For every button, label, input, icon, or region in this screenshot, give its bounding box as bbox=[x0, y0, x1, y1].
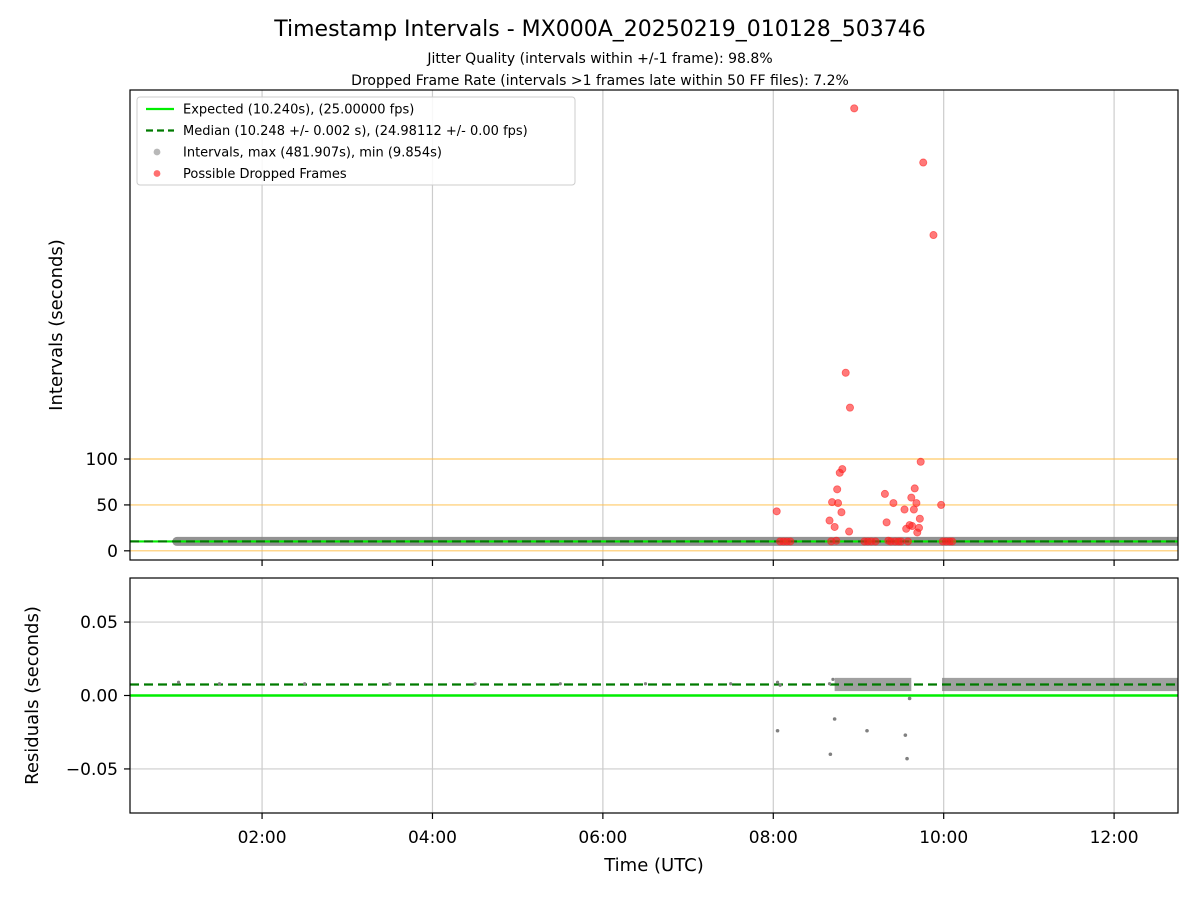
dropped-frame-point bbox=[937, 500, 946, 509]
residuals-y-tick-label: −0.05 bbox=[66, 760, 118, 780]
residual-outlier-point bbox=[905, 756, 909, 761]
dropped-frame-point bbox=[841, 368, 850, 377]
dropped-frame-point bbox=[837, 508, 846, 517]
residual-point bbox=[775, 680, 780, 684]
dropped-frame-point bbox=[948, 537, 957, 546]
dropped-frame-point bbox=[916, 457, 925, 466]
dropped-frame-point bbox=[900, 505, 909, 514]
x-tick-label: 04:00 bbox=[408, 828, 457, 848]
dropped-frame-point bbox=[838, 465, 847, 474]
dropped-frame-point bbox=[919, 158, 928, 167]
dropped-frame-point bbox=[929, 231, 938, 240]
residual-point bbox=[176, 680, 181, 684]
legend-entry-label: Possible Dropped Frames bbox=[183, 167, 347, 182]
residual-point bbox=[827, 682, 832, 686]
dropped-frame-point bbox=[845, 527, 854, 536]
residuals-panel: 02:00 04:00 06:00 08:00 10:00 12:00 −0.05 0.00 0… bbox=[22, 577, 1179, 848]
x-tick-label: 06:00 bbox=[578, 828, 627, 848]
intervals-panel: 0 50 100 Intervals (seconds) Expected (10.24… bbox=[46, 89, 1179, 566]
dropped-frame-point bbox=[845, 403, 854, 412]
legend-marker-swatch bbox=[153, 148, 161, 156]
x-tick-label: 12:00 bbox=[1090, 828, 1139, 848]
dropped-frame-point bbox=[897, 537, 906, 546]
dropped-frame-point bbox=[907, 493, 916, 502]
dropped-frame-point bbox=[912, 499, 921, 508]
residual-point bbox=[473, 682, 477, 686]
legend-entry-label: Median (10.248 +/- 0.002 s), (24.98112 +… bbox=[183, 124, 528, 139]
legend-entry-label: Expected (10.240s), (25.00000 fps) bbox=[183, 103, 414, 118]
intervals-plot-area bbox=[130, 90, 1178, 560]
dropped-frame-point bbox=[903, 537, 912, 546]
residual-point bbox=[729, 682, 733, 686]
residual-point bbox=[643, 682, 648, 686]
residual-point bbox=[831, 677, 835, 681]
dropped-frame-point bbox=[880, 489, 889, 498]
residual-point bbox=[778, 683, 782, 687]
x-tick-label: 02:00 bbox=[238, 828, 287, 848]
intervals-axes-frame bbox=[129, 89, 1179, 561]
dropped-frame-point bbox=[850, 104, 859, 113]
dropped-frame-point bbox=[889, 499, 898, 508]
residual-point bbox=[217, 682, 222, 686]
residual-point bbox=[388, 682, 392, 686]
dropped-frame-point bbox=[908, 522, 917, 531]
dropped-frame-point bbox=[871, 537, 880, 546]
residual-outlier-point bbox=[828, 752, 833, 757]
chart-subtitle-jitter: Jitter Quality (intervals within +/-1 fr… bbox=[426, 51, 772, 67]
chart-title: Timestamp Intervals - MX000A_20250219_01… bbox=[273, 17, 925, 42]
x-axis-label: Time (UTC) bbox=[603, 855, 704, 876]
dropped-frame-point bbox=[915, 514, 924, 523]
x-tick-label: 10:00 bbox=[919, 828, 968, 848]
dropped-frame-point bbox=[832, 536, 841, 545]
dropped-frame-point bbox=[882, 518, 891, 527]
dropped-frame-point bbox=[833, 485, 842, 494]
residuals-y-tick-label: 0.05 bbox=[80, 613, 118, 633]
intervals-y-tick-label: 0 bbox=[107, 542, 118, 562]
residual-outlier-point bbox=[903, 733, 908, 737]
residual-point bbox=[303, 682, 307, 686]
residual-outlier-point bbox=[907, 696, 912, 701]
dropped-frame-point bbox=[914, 523, 923, 532]
residuals-plot-area bbox=[130, 578, 1178, 813]
intervals-y-axis-label: Intervals (seconds) bbox=[46, 239, 67, 411]
residual-outlier-point bbox=[865, 728, 869, 733]
legend: Expected (10.240s), (25.00000 fps) Median… bbox=[136, 96, 576, 186]
legend-box bbox=[136, 96, 576, 186]
residual-outlier-point bbox=[775, 728, 780, 733]
residual-point bbox=[558, 682, 562, 686]
dropped-frame-point bbox=[910, 484, 919, 493]
residual-outlier-point bbox=[832, 717, 837, 721]
dropped-frame-point bbox=[786, 537, 795, 546]
x-tick-label: 08:00 bbox=[749, 828, 798, 848]
dropped-frame-point bbox=[825, 516, 834, 525]
residuals-y-tick-label: 0.00 bbox=[80, 687, 118, 707]
dropped-frame-point bbox=[772, 507, 781, 516]
legend-marker-swatch bbox=[153, 170, 161, 177]
chart-subtitle-dropped: Dropped Frame Rate (intervals >1 frames … bbox=[351, 73, 849, 89]
residuals-y-axis-label: Residuals (seconds) bbox=[22, 606, 43, 785]
dropped-frame-point bbox=[830, 522, 839, 531]
legend-entry-label: Intervals, max (481.907s), min (9.854s) bbox=[183, 146, 442, 161]
intervals-y-tick-label: 100 bbox=[86, 450, 118, 470]
intervals-y-tick-label: 50 bbox=[96, 496, 118, 516]
dropped-frame-point bbox=[834, 499, 843, 508]
